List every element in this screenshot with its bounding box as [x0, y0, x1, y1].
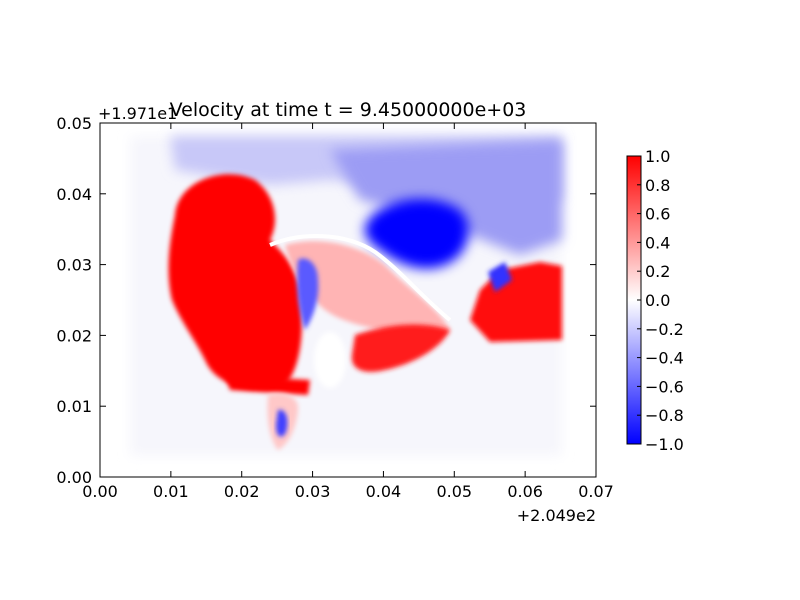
x-tick-label: 0.05	[436, 482, 472, 501]
chart-title: Velocity at time t = 9.45000000e+03	[170, 99, 527, 121]
heatmap-white-gap	[314, 332, 346, 388]
heatmap-left-red	[168, 174, 302, 389]
x-tick-label: 0.00	[82, 482, 118, 501]
colorbar-tick-label: 0.8	[645, 176, 670, 195]
colorbar-tick-label: −1.0	[645, 435, 684, 454]
colorbar-tick-label: −0.2	[645, 320, 684, 339]
y-tick-label: 0.05	[56, 114, 92, 133]
x-tick-label: 0.07	[578, 482, 614, 501]
y-offset-label: +1.971e1	[98, 104, 177, 123]
heatmap-blue-core	[364, 198, 469, 269]
heatmap-lower-red-strip	[225, 375, 310, 395]
y-tick-label: 0.04	[56, 185, 92, 204]
y-tick-label: 0.00	[56, 468, 92, 487]
colorbar-ticks: 1.0 0.8 0.6 0.4 0.2 0.0 −0.2 −0.4 −0.6 −0.8 −1.0	[637, 147, 684, 454]
colorbar-tick-label: 0.2	[645, 262, 670, 281]
heatmap-upper-right-band	[330, 140, 562, 255]
x-tick-label: 0.06	[507, 482, 543, 501]
y-tick-label: 0.03	[56, 256, 92, 275]
heatmap-middle-pink	[285, 241, 450, 340]
x-offset-label: +2.049e2	[517, 506, 596, 525]
colorbar-tick-label: −0.6	[645, 377, 684, 396]
colorbar-tick-label: 0.0	[645, 291, 670, 310]
heatmap-blue-streak	[297, 258, 319, 330]
axes-frame	[99, 122, 597, 478]
y-tick-label: 0.02	[56, 326, 92, 345]
colorbar-tick-label: −0.8	[645, 406, 684, 425]
colorbar-tick-label: 0.6	[645, 205, 670, 224]
heatmap-bottom-tail-blue	[276, 409, 288, 437]
x-tick-label: 0.03	[295, 482, 331, 501]
x-tick-label: 0.02	[224, 482, 260, 501]
velocity-heatmap	[130, 136, 562, 456]
colorbar-tick-label: 1.0	[645, 147, 670, 166]
x-tick-label: 0.01	[153, 482, 189, 501]
colorbar-tick-label: 0.4	[645, 233, 670, 252]
y-axis-ticks: 0.00 0.01 0.02 0.03 0.04 0.05	[56, 114, 596, 487]
x-tick-label: 0.04	[366, 482, 402, 501]
y-tick-label: 0.01	[56, 397, 92, 416]
x-axis-ticks: 0.00 0.01 0.02 0.03 0.04 0.05 0.06 0.07	[82, 123, 614, 501]
heatmap-lower-middle-red	[351, 324, 450, 372]
heatmap-white-arc	[269, 233, 452, 322]
colorbar-tick-label: −0.4	[645, 349, 684, 368]
heatmap-right-blue-pocket	[488, 262, 512, 292]
